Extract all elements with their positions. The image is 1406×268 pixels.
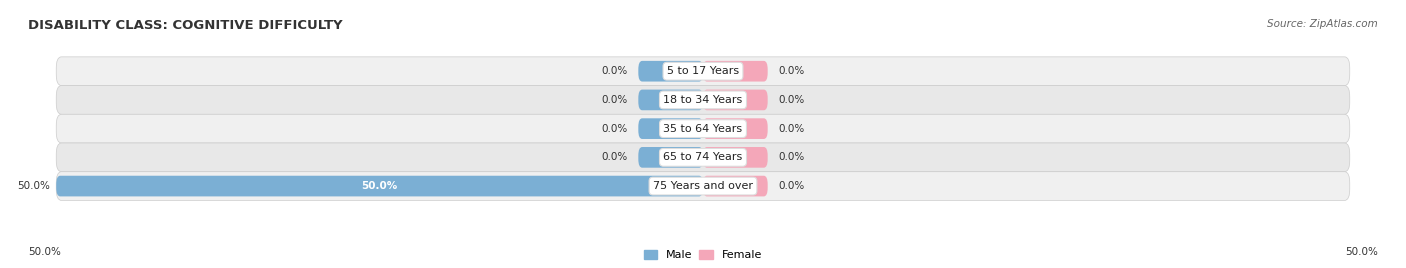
Text: 5 to 17 Years: 5 to 17 Years bbox=[666, 66, 740, 76]
Text: 65 to 74 Years: 65 to 74 Years bbox=[664, 152, 742, 162]
FancyBboxPatch shape bbox=[638, 61, 703, 81]
Text: 50.0%: 50.0% bbox=[1346, 247, 1378, 257]
Text: 50.0%: 50.0% bbox=[28, 247, 60, 257]
Text: 75 Years and over: 75 Years and over bbox=[652, 181, 754, 191]
Text: 35 to 64 Years: 35 to 64 Years bbox=[664, 124, 742, 134]
Text: 0.0%: 0.0% bbox=[602, 66, 628, 76]
Text: 0.0%: 0.0% bbox=[778, 152, 804, 162]
FancyBboxPatch shape bbox=[638, 90, 703, 110]
Text: 0.0%: 0.0% bbox=[778, 95, 804, 105]
FancyBboxPatch shape bbox=[56, 85, 1350, 114]
Text: DISABILITY CLASS: COGNITIVE DIFFICULTY: DISABILITY CLASS: COGNITIVE DIFFICULTY bbox=[28, 19, 343, 32]
Text: 50.0%: 50.0% bbox=[17, 181, 49, 191]
Text: 0.0%: 0.0% bbox=[778, 124, 804, 134]
FancyBboxPatch shape bbox=[703, 176, 768, 196]
Text: 18 to 34 Years: 18 to 34 Years bbox=[664, 95, 742, 105]
FancyBboxPatch shape bbox=[703, 90, 768, 110]
FancyBboxPatch shape bbox=[56, 172, 1350, 200]
Legend: Male, Female: Male, Female bbox=[640, 245, 766, 265]
FancyBboxPatch shape bbox=[638, 147, 703, 168]
FancyBboxPatch shape bbox=[703, 147, 768, 168]
Text: 50.0%: 50.0% bbox=[361, 181, 398, 191]
Text: 0.0%: 0.0% bbox=[602, 124, 628, 134]
FancyBboxPatch shape bbox=[56, 57, 1350, 85]
FancyBboxPatch shape bbox=[56, 143, 1350, 172]
Text: 0.0%: 0.0% bbox=[778, 66, 804, 76]
FancyBboxPatch shape bbox=[703, 118, 768, 139]
FancyBboxPatch shape bbox=[56, 176, 703, 196]
Text: 0.0%: 0.0% bbox=[602, 152, 628, 162]
Text: Source: ZipAtlas.com: Source: ZipAtlas.com bbox=[1267, 19, 1378, 29]
Text: 0.0%: 0.0% bbox=[778, 181, 804, 191]
FancyBboxPatch shape bbox=[638, 118, 703, 139]
FancyBboxPatch shape bbox=[56, 114, 1350, 143]
FancyBboxPatch shape bbox=[703, 61, 768, 81]
Text: 0.0%: 0.0% bbox=[602, 95, 628, 105]
